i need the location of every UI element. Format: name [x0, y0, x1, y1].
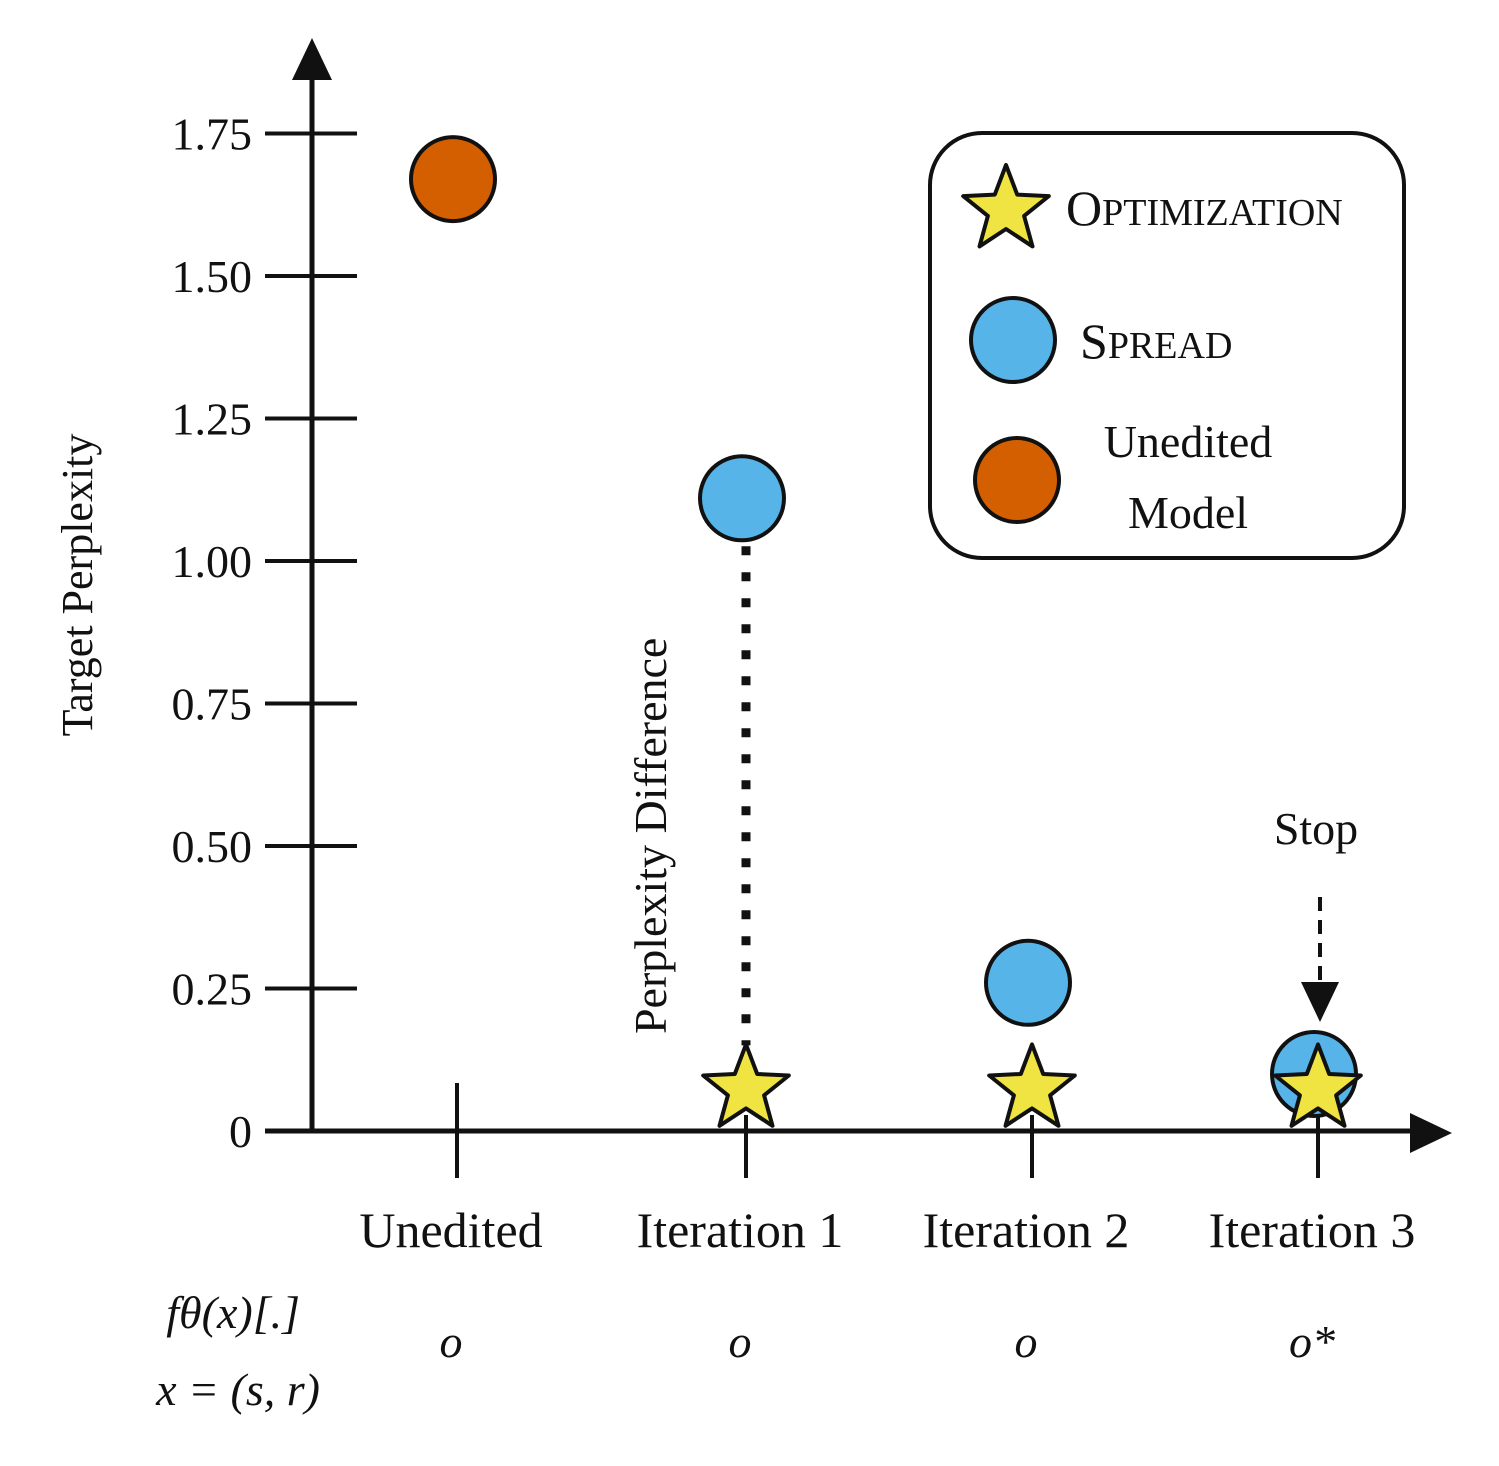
category-label: Iteration 2 — [923, 1202, 1130, 1258]
y-tick-label: 1.25 — [172, 394, 253, 445]
optimization-point — [987, 1042, 1077, 1128]
x-axis-arrow — [1410, 1113, 1452, 1153]
stop-arrow-head — [1301, 982, 1339, 1022]
category-label: Unedited — [359, 1202, 542, 1258]
y-tick-label: 0.75 — [172, 679, 253, 730]
category-label: Iteration 1 — [637, 1202, 844, 1258]
y-tick-label: 0 — [229, 1106, 252, 1157]
stop-label: Stop — [1274, 803, 1358, 854]
math-output-value: o — [729, 1316, 752, 1367]
y-ticks: 0 0.25 0.50 0.75 1.00 1.25 1.50 1.75 — [172, 109, 357, 1157]
y-axis-arrow — [292, 38, 332, 80]
legend-star-icon — [961, 163, 1051, 249]
spread-point — [984, 938, 1072, 1027]
legend-spread-label: SPREAD — [1080, 313, 1232, 369]
legend: OPTIMIZATION SPREAD Unedited Model — [928, 131, 1406, 560]
y-tick-label: 0.25 — [172, 964, 253, 1015]
x-ticks — [455, 1083, 1320, 1178]
legend-unedited-label-line2: Model — [1128, 487, 1248, 538]
y-tick-label: 1.00 — [172, 536, 253, 587]
math-output-value: o — [440, 1316, 463, 1367]
y-tick-label: 0.50 — [172, 821, 253, 872]
y-tick-label: 1.50 — [172, 251, 253, 302]
math-outputs: o o o o* — [440, 1316, 1336, 1367]
category-labels: Unedited Iteration 1 Iteration 2 Iteration … — [359, 1202, 1415, 1258]
perplexity-difference-label: Perplexity Difference — [625, 638, 676, 1034]
math-output-value: o — [1015, 1316, 1038, 1367]
category-label: Iteration 3 — [1209, 1202, 1416, 1258]
legend-unedited-label-line1: Unedited — [1104, 416, 1273, 467]
legend-unedited-circle-icon — [973, 436, 1061, 524]
spread-point — [698, 454, 786, 543]
math-row1-label: fθ(x)[.] — [166, 1287, 300, 1338]
optimization-point — [701, 1042, 791, 1128]
data-marks — [409, 135, 1363, 1128]
optimization-point — [1273, 1042, 1363, 1128]
legend-spread-circle-icon — [969, 296, 1057, 384]
y-tick-label: 1.75 — [172, 109, 253, 160]
unedited-model-point — [409, 135, 497, 224]
math-output-value: o* — [1289, 1316, 1335, 1367]
legend-optimization-label: OPTIMIZATION — [1066, 180, 1343, 236]
math-row2-label: x = (s, r) — [155, 1364, 320, 1415]
y-axis-label: Target Perplexity — [53, 434, 102, 737]
